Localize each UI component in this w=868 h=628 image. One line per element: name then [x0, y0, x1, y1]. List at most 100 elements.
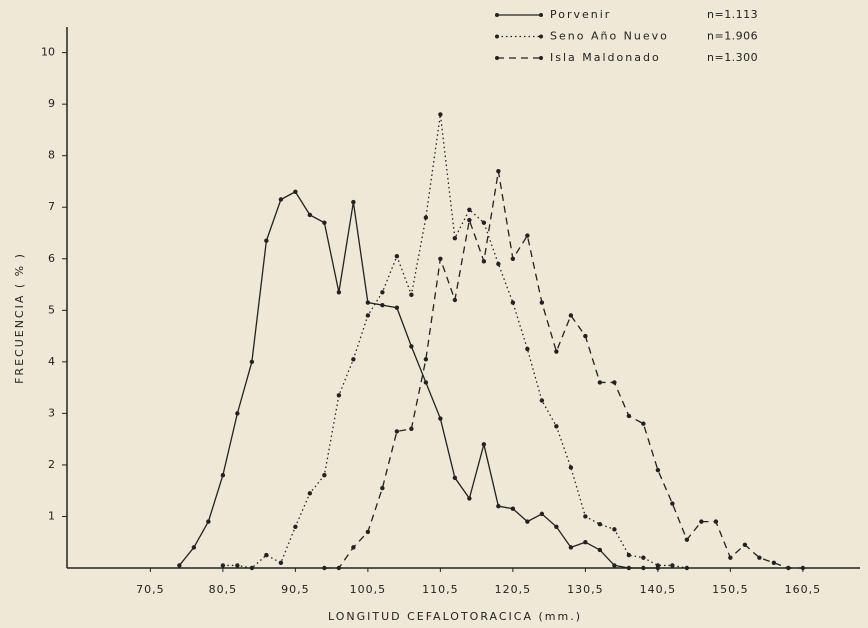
data-point — [655, 563, 661, 568]
data-point — [583, 333, 588, 339]
data-point — [655, 467, 661, 473]
legend-label: Seno Año Nuevo — [550, 30, 669, 43]
data-point — [496, 261, 501, 267]
x-tick-label: 150,5 — [712, 583, 749, 596]
data-point — [626, 565, 632, 571]
legend-count: n=1.300 — [707, 51, 758, 64]
series-line — [178, 190, 658, 569]
legend-dot — [539, 13, 543, 17]
legend-label: Porvenir — [550, 8, 611, 21]
data-point — [554, 349, 559, 354]
legend-dot — [495, 13, 499, 17]
data-point — [641, 421, 646, 426]
data-point — [467, 496, 472, 501]
data-point — [597, 547, 603, 553]
data-point — [409, 344, 414, 349]
data-point — [249, 359, 255, 365]
data-point — [467, 207, 472, 213]
x-tick-label: 100,5 — [350, 583, 387, 596]
data-point — [525, 519, 530, 524]
data-point — [771, 560, 777, 566]
data-point — [583, 514, 588, 519]
data-point — [612, 380, 617, 385]
data-point — [568, 465, 574, 470]
data-point — [235, 411, 240, 416]
data-point — [728, 555, 733, 560]
data-point — [336, 565, 342, 571]
data-point — [554, 424, 559, 429]
y-tick-label: 8 — [48, 149, 55, 162]
y-tick-label: 6 — [48, 252, 55, 265]
y-tick-label: 9 — [48, 97, 55, 110]
data-point — [742, 542, 748, 548]
data-point — [496, 503, 501, 509]
y-tick-label: 10 — [41, 46, 55, 59]
data-point — [409, 426, 414, 432]
data-point — [191, 545, 197, 550]
data-point — [568, 313, 574, 318]
data-point — [699, 519, 704, 524]
data-point — [322, 473, 327, 478]
data-point — [583, 540, 588, 545]
data-point — [597, 521, 603, 527]
data-point — [539, 300, 545, 305]
data-point — [539, 511, 545, 517]
data-point — [670, 563, 675, 568]
x-tick-label: 70,5 — [136, 583, 165, 596]
data-point — [351, 357, 356, 362]
x-tick-label: 160,5 — [785, 583, 822, 596]
y-tick-label: 3 — [48, 406, 55, 419]
data-point — [278, 560, 284, 566]
data-point — [626, 552, 632, 558]
data-point — [322, 220, 327, 225]
legend-dot — [495, 56, 499, 60]
data-point — [438, 112, 443, 117]
x-tick-label: 120,5 — [495, 583, 532, 596]
legend-dot — [539, 34, 543, 39]
data-point — [220, 563, 226, 568]
data-point — [800, 565, 806, 571]
data-point — [597, 380, 603, 385]
legend-count: n=1.113 — [707, 8, 758, 21]
data-point — [423, 380, 429, 385]
data-point — [438, 416, 443, 421]
y-tick-label: 7 — [48, 200, 55, 213]
data-point — [394, 305, 400, 310]
data-point — [380, 485, 385, 491]
data-point — [322, 565, 327, 571]
data-point — [525, 346, 530, 352]
data-point — [612, 563, 617, 568]
data-point — [249, 565, 255, 571]
data-point — [786, 565, 791, 571]
data-point — [684, 537, 690, 542]
data-point — [307, 212, 313, 218]
data-point — [510, 506, 516, 511]
legend-dot — [495, 34, 499, 39]
data-point — [568, 545, 574, 550]
series-line — [324, 171, 803, 569]
y-tick-label: 2 — [48, 458, 55, 471]
data-point — [264, 552, 269, 558]
data-point — [641, 555, 646, 560]
data-point — [278, 197, 284, 202]
data-point — [452, 297, 458, 303]
data-point — [177, 563, 182, 568]
x-tick-label: 80,5 — [209, 583, 238, 596]
x-tick-label: 110,5 — [422, 583, 459, 596]
data-point — [409, 292, 414, 298]
data-point — [525, 233, 530, 238]
data-point — [423, 215, 429, 220]
data-point — [351, 545, 356, 550]
y-tick-label: 5 — [48, 303, 55, 316]
data-point — [670, 501, 675, 506]
data-point — [365, 313, 371, 318]
data-point — [757, 555, 762, 560]
legend-dot — [539, 56, 543, 60]
data-point — [510, 256, 516, 261]
data-point — [394, 253, 400, 259]
series-line — [222, 114, 687, 569]
data-point — [336, 393, 342, 398]
data-point — [539, 398, 545, 403]
x-tick-label: 140,5 — [640, 583, 677, 596]
data-point — [467, 217, 472, 223]
